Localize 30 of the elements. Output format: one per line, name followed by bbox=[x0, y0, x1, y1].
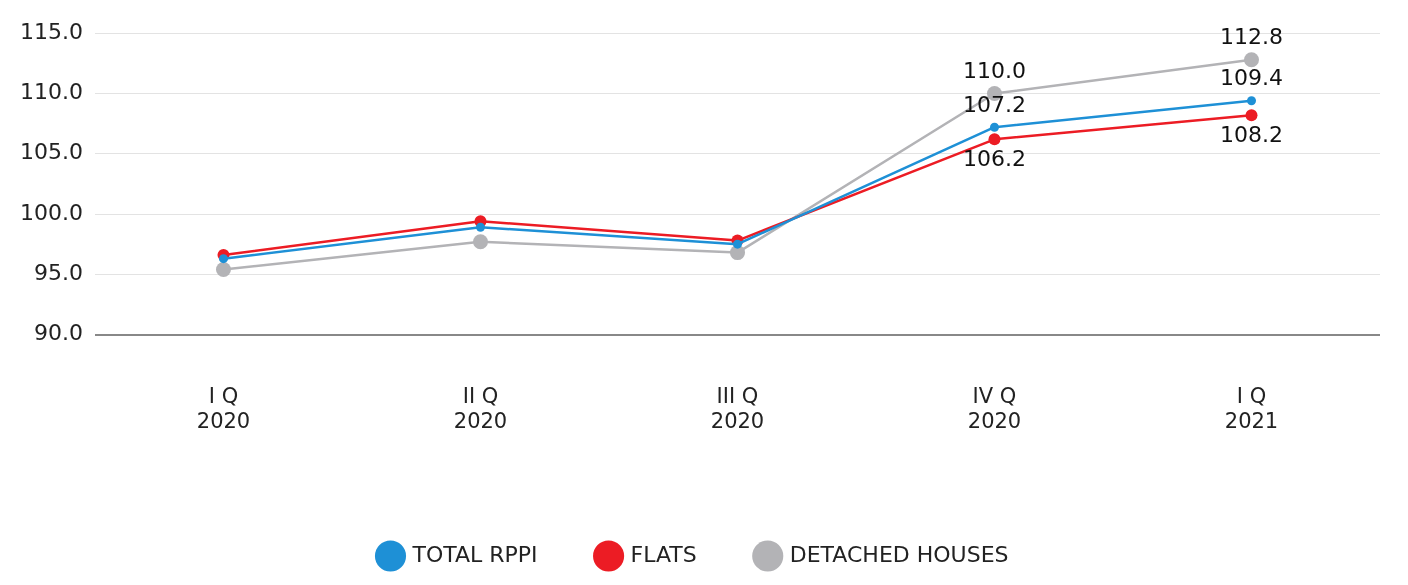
legend-label: TOTAL RPPI bbox=[411, 541, 538, 567]
point bbox=[989, 122, 999, 132]
data-label: 106.2 bbox=[963, 146, 1026, 172]
x-tick-label: I Q 2020 bbox=[196, 383, 251, 433]
data-label: 109.4 bbox=[1220, 65, 1283, 91]
data-label: 112.8 bbox=[1220, 24, 1283, 50]
data-label: 107.2 bbox=[963, 91, 1026, 117]
y-tick-label: 110.0 bbox=[20, 79, 83, 105]
point bbox=[732, 239, 742, 249]
point bbox=[1244, 52, 1259, 68]
point bbox=[472, 234, 488, 250]
y-tick-label: 100.0 bbox=[20, 199, 83, 225]
x-tick-label: III Q 2020 bbox=[710, 383, 765, 433]
data-label: 108.2 bbox=[1220, 121, 1283, 147]
legend-label: FLATS bbox=[630, 541, 697, 567]
x-tick-label: II Q 2020 bbox=[453, 383, 508, 433]
x-tick-label: I Q 2021 bbox=[1224, 383, 1279, 433]
legend-label: DETACHED HOUSES bbox=[789, 541, 1009, 567]
y-tick-label: 105.0 bbox=[20, 139, 83, 165]
x-tick-label: IV Q 2020 bbox=[967, 383, 1022, 433]
y-tick-label: 115.0 bbox=[20, 18, 83, 44]
point bbox=[215, 262, 231, 277]
y-tick-label: 90.0 bbox=[34, 320, 83, 346]
point bbox=[1245, 109, 1258, 122]
y-tick-label: 95.0 bbox=[34, 260, 83, 286]
point bbox=[475, 222, 485, 232]
point bbox=[988, 133, 1001, 146]
point bbox=[218, 254, 228, 264]
point bbox=[1247, 96, 1256, 106]
data-label: 110.0 bbox=[963, 58, 1026, 84]
